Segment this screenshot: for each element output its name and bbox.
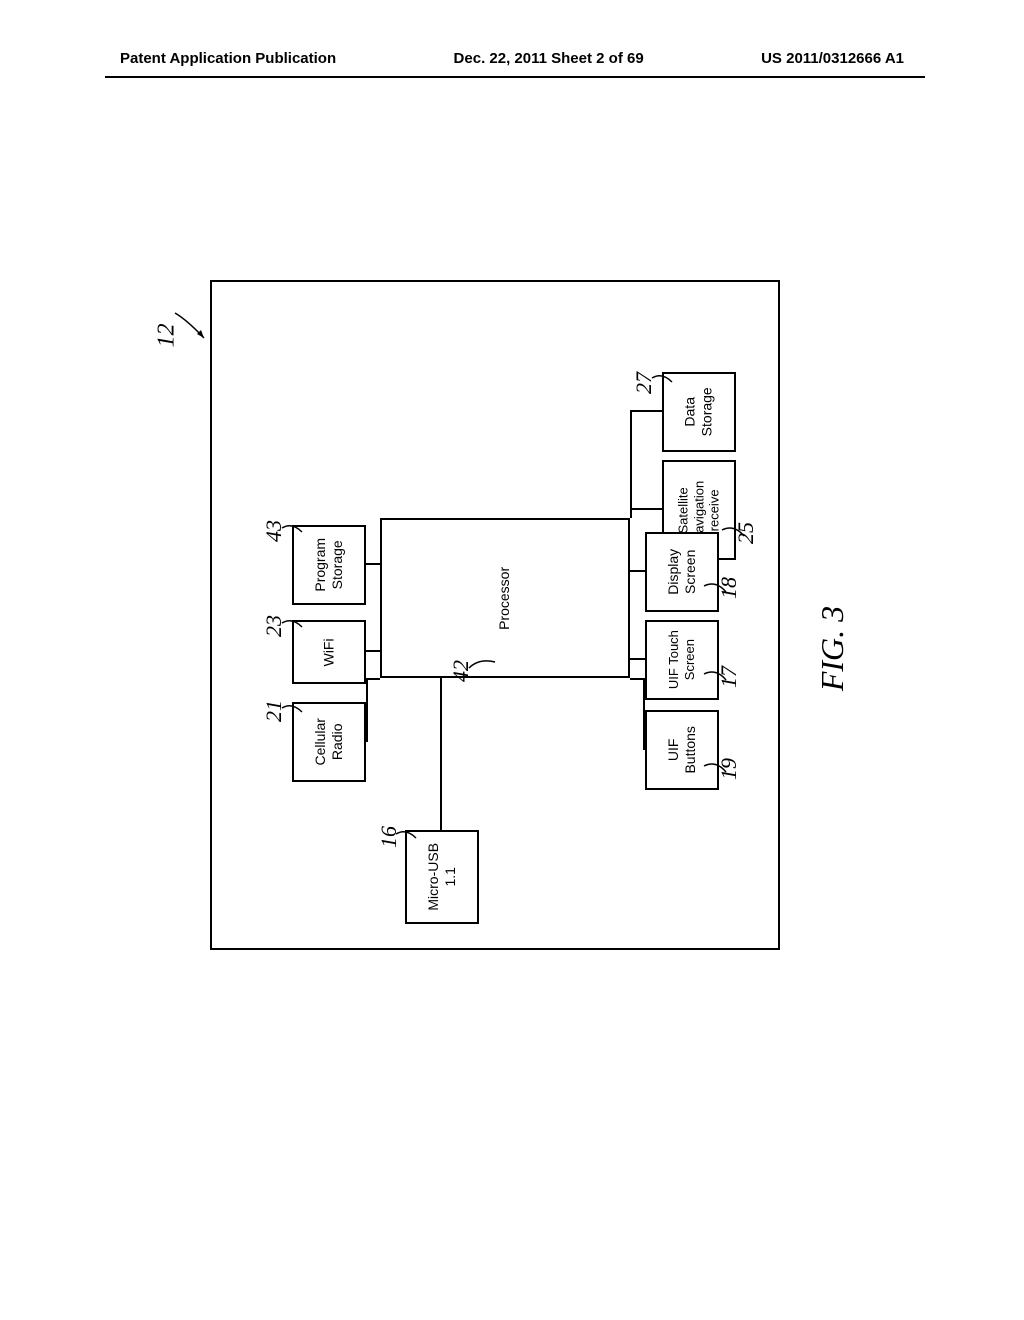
connector-right-vertical	[630, 410, 632, 518]
curve-display	[702, 578, 730, 598]
page-header: Patent Application Publication Dec. 22, …	[0, 50, 1024, 67]
curve-program-storage	[280, 520, 308, 538]
curve-uif-touch	[702, 666, 730, 686]
header-right: US 2011/0312666 A1	[761, 50, 904, 67]
curve-micro-usb	[394, 826, 422, 844]
cellular-label: Cellular Radio	[312, 718, 346, 765]
curve-wifi	[280, 615, 308, 633]
wifi-label: WiFi	[321, 638, 338, 666]
arrow-main-ref	[172, 310, 217, 350]
satellite-label: Satellite navigation receive	[676, 480, 723, 539]
connector-satellite-h	[630, 508, 662, 510]
block-uif-touch: UIF Touch Screen	[645, 620, 719, 700]
connector-uiftouch-processor	[630, 658, 645, 660]
header-center: Dec. 22, 2011 Sheet 2 of 69	[454, 50, 644, 67]
block-display: Display Screen	[645, 532, 719, 612]
connector-cellular-processor-v	[366, 678, 368, 742]
curve-uif-buttons	[702, 758, 730, 778]
curve-cellular	[280, 700, 308, 718]
data-storage-label: Data Storage	[682, 387, 716, 436]
curve-data-storage	[650, 370, 678, 388]
curve-satellite	[720, 522, 748, 542]
micro-usb-label: Micro-USB 1.1	[425, 843, 459, 911]
connector-datastorage-h	[630, 410, 662, 412]
display-label: Display Screen	[665, 549, 699, 595]
connector-program-processor	[366, 563, 380, 565]
block-micro-usb: Micro-USB 1.1	[405, 830, 479, 924]
connector-wifi-processor	[366, 650, 380, 652]
connector-uifbuttons-processor-v	[643, 678, 645, 750]
connector-display-processor	[630, 570, 645, 572]
block-processor: Processor	[380, 518, 630, 678]
figure-label: FIG. 3	[814, 606, 851, 691]
block-uif-buttons: UIF Buttons	[645, 710, 719, 790]
connector-cellular-processor-h	[366, 678, 380, 680]
uif-buttons-label: UIF Buttons	[665, 726, 699, 773]
connector-microusb-processor	[440, 678, 442, 830]
processor-label: Processor	[497, 566, 514, 629]
header-divider	[105, 76, 925, 78]
curve-processor	[467, 656, 497, 674]
header-left: Patent Application Publication	[120, 50, 336, 67]
program-storage-label: Program Storage	[312, 538, 346, 592]
uif-touch-label: UIF Touch Screen	[666, 630, 697, 689]
